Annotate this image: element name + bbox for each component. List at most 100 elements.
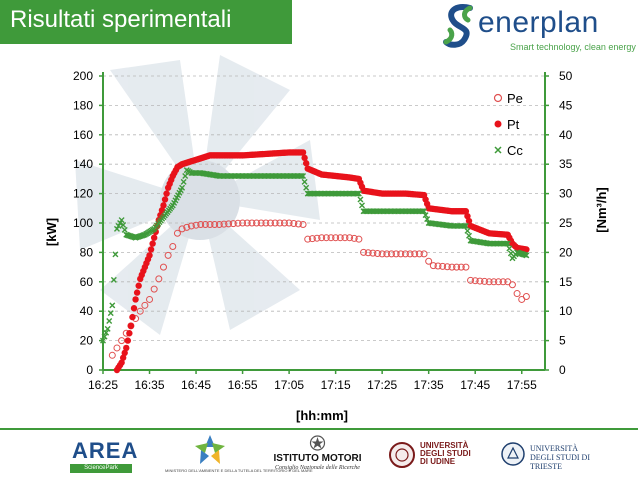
pe-point [341, 234, 349, 242]
pe-point [280, 219, 288, 227]
enerplan-logo: enerplan Smart technology, clean energy [440, 2, 636, 56]
pt-point [163, 190, 170, 197]
pe-point [387, 250, 395, 258]
cc-point [523, 252, 530, 259]
series-pe [108, 219, 530, 359]
pe-point [425, 257, 433, 265]
area-subtitle: SciencePark [70, 464, 132, 473]
y-tick-label-left: 20 [80, 334, 94, 348]
chart-ticks: 0 20 40 60 80 100 120 140 160 180 200 0 5 10 15 20 25 30 3… [73, 69, 573, 392]
x-tick-label: 17:45 [460, 378, 490, 392]
cc-point [504, 240, 511, 247]
cc-point [182, 172, 189, 179]
pe-point [378, 250, 386, 258]
cc-point [179, 184, 186, 191]
x-tick-label: 16:25 [88, 378, 118, 392]
pe-point [481, 277, 489, 285]
pe-point [169, 243, 177, 251]
pt-point [149, 240, 156, 247]
pe-point [159, 263, 167, 271]
pe-point [462, 263, 470, 271]
cc-point [464, 227, 471, 234]
pe-point [108, 351, 116, 359]
uniud-line-1: UNIVERSITÀ [420, 441, 469, 450]
x-tick-label: 17:35 [414, 378, 444, 392]
cc-point [355, 190, 362, 197]
cc-point [106, 318, 113, 324]
enerplan-tagline: Smart technology, clean energy [510, 42, 636, 52]
units-name: UNIVERSITÀ DEGLI STUDI DI TRIESTE [530, 444, 620, 471]
enerplan-s-icon [443, 4, 473, 48]
pt-point [146, 252, 153, 259]
y-tick-label-right: 20 [559, 245, 573, 259]
cc-point [357, 196, 364, 203]
pe-point [173, 229, 181, 237]
y-axis-label-right: [Nm³/h] [594, 187, 609, 233]
chart-legend: Pe Pt Cc [493, 91, 523, 158]
pe-point [262, 219, 270, 227]
units-logo: UNIVERSITÀ DEGLI STUDI DI TRIESTE [500, 440, 620, 472]
cc-point [424, 216, 431, 223]
pe-point [304, 235, 312, 243]
pe-point [271, 219, 279, 227]
units-seal-icon [501, 442, 525, 466]
cc-point [303, 184, 310, 191]
pe-point [178, 225, 186, 233]
y-tick-label-left: 160 [73, 128, 93, 142]
slide-title: Risultati sperimentali [10, 6, 232, 33]
series-cc [100, 167, 530, 344]
pt-point [121, 349, 128, 357]
pe-point [392, 250, 400, 258]
pt-point [124, 337, 132, 344]
cc-point [421, 208, 428, 215]
cc-point [300, 172, 307, 179]
pt-point [123, 344, 130, 352]
pe-point [494, 278, 502, 286]
pe-point [313, 234, 321, 242]
x-tick-label: 16:55 [228, 378, 258, 392]
y-tick-label-left: 140 [73, 157, 93, 171]
cc-point [112, 251, 119, 258]
area-logo: AREA SciencePark [70, 438, 137, 474]
uniud-seal-icon [389, 442, 415, 468]
pe-point [439, 262, 447, 270]
y-tick-label-right: 15 [559, 275, 573, 289]
area-wordmark: AREA [72, 438, 139, 463]
cc-point [100, 337, 106, 344]
pt-point [299, 149, 307, 156]
cc-point [101, 333, 108, 340]
cc-point [466, 232, 473, 239]
pe-point [364, 249, 372, 257]
cc-point [354, 190, 361, 197]
pe-point [336, 234, 344, 242]
pe-point [299, 220, 307, 228]
republic-emblem-icon [309, 435, 326, 451]
pe-point [201, 220, 209, 228]
istituto-motori-subtitle: Consiglio Nazionale delle Ricerche [275, 465, 360, 471]
uniud-logo: UNIVERSITÀ DEGLI STUDI DI UDINE [388, 440, 488, 472]
pt-point [150, 234, 158, 241]
cc-point [301, 178, 308, 185]
pe-point [248, 219, 256, 227]
y-tick-label-left: 120 [73, 187, 93, 201]
pe-point [146, 295, 154, 303]
pt-point [129, 313, 136, 321]
pe-point [253, 219, 261, 227]
pe-point [327, 234, 335, 242]
pt-point [147, 246, 155, 253]
pe-point [332, 234, 340, 242]
chart-axes [102, 72, 546, 371]
cc-point [461, 222, 468, 229]
x-tick-label: 17:15 [321, 378, 351, 392]
pt-point [161, 196, 169, 203]
pe-point [225, 220, 233, 228]
chart: 0 20 40 60 80 100 120 140 160 180 200 0 5 10 15 20 25 30 3… [44, 69, 609, 423]
pe-point [476, 277, 484, 285]
pe-point [197, 220, 205, 228]
ministry-star-icon [195, 435, 225, 464]
pe-point [397, 250, 405, 258]
y-tick-label-right: 40 [559, 128, 573, 142]
cc-point [298, 172, 305, 179]
cc-point [118, 217, 125, 224]
pe-point [415, 250, 423, 258]
